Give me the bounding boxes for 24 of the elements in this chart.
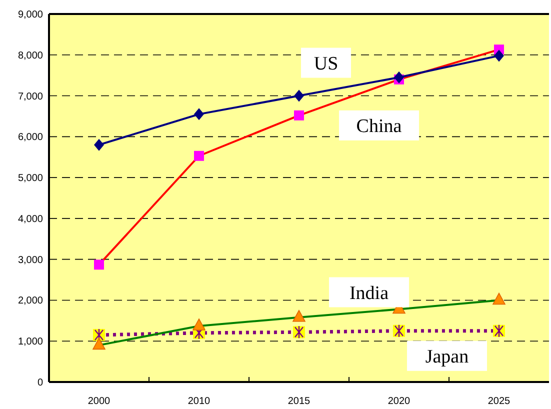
y-tick-label: 8,000 xyxy=(18,50,44,62)
series-label: Japan xyxy=(425,346,470,368)
point xyxy=(94,138,104,151)
y-tick-label: 1,000 xyxy=(18,336,44,348)
y-tick-label: 7,000 xyxy=(18,91,44,102)
point xyxy=(394,71,404,84)
y-tick-label: 9,000 xyxy=(18,10,44,20)
y-tick-label: 6,000 xyxy=(18,132,44,144)
series-label: India xyxy=(349,282,390,304)
y-tick-label: 4,000 xyxy=(18,214,44,225)
y-tick-label: 0 xyxy=(37,378,44,388)
x-tick-label: 2020 xyxy=(388,396,411,407)
point xyxy=(194,108,204,120)
y-tick-label: 2,000 xyxy=(18,296,44,307)
point xyxy=(294,90,304,102)
y-tick-label: 3,000 xyxy=(18,254,44,266)
series-label: China xyxy=(356,116,402,138)
x-tick-label: 2010 xyxy=(188,396,211,407)
x-tick-label: 2000 xyxy=(88,396,111,407)
y-tick-label: 5,000 xyxy=(18,173,44,184)
x-tick-label: 2025 xyxy=(488,396,511,407)
series-label: US xyxy=(314,53,338,74)
point xyxy=(494,50,504,62)
x-tick-label: 2015 xyxy=(288,396,311,407)
